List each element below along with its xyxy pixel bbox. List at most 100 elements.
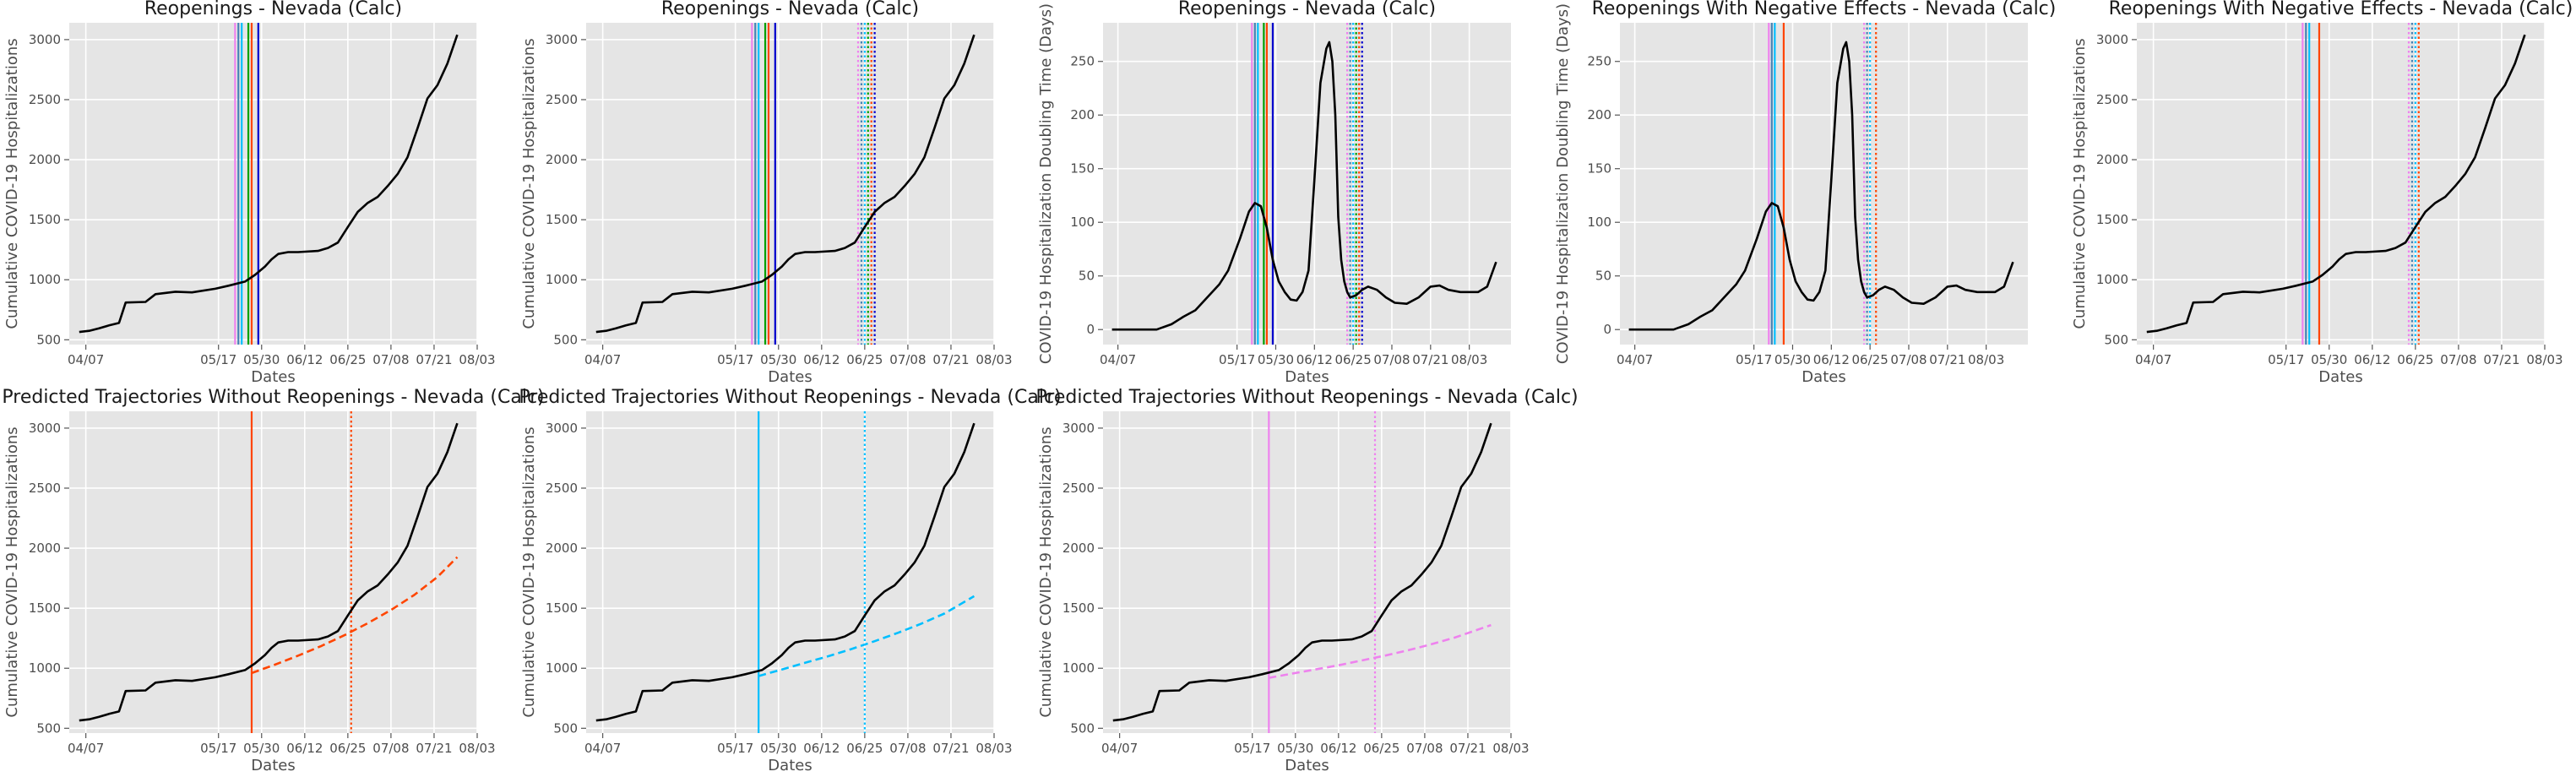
y-tick-label: 200 <box>1070 107 1095 122</box>
x-tick-label: 04/07 <box>68 352 104 367</box>
chart-title: Predicted Trajectories Without Reopening… <box>1035 387 1578 408</box>
x-tick-label: 07/08 <box>889 352 926 367</box>
x-tick-label: 07/21 <box>932 741 969 756</box>
x-axis-label: Dates <box>2318 368 2362 386</box>
y-tick-label: 1000 <box>2096 272 2128 287</box>
observed-series-line <box>1111 41 1497 331</box>
y-tick-label: 3000 <box>546 421 578 436</box>
y-tick-label: 1000 <box>29 660 61 676</box>
y-tick-label: 500 <box>553 720 578 736</box>
predicted-series-line <box>758 595 976 677</box>
chart-title: Reopenings - Nevada (Calc) <box>144 0 402 19</box>
x-tick-label: 07/21 <box>1449 741 1486 756</box>
x-tick-label: 07/21 <box>1929 352 1965 367</box>
x-tick-label: 05/17 <box>200 741 236 756</box>
y-tick-label: 2500 <box>2096 92 2128 107</box>
x-tick-label: 04/07 <box>1100 352 1136 367</box>
y-tick-label: 1500 <box>2096 212 2128 227</box>
x-axis-label: Dates <box>1802 368 1845 386</box>
y-tick-label: 0 <box>1603 322 1611 337</box>
x-tick-label: 07/08 <box>1373 352 1410 367</box>
x-tick-label: 06/12 <box>286 741 323 756</box>
x-tick-label: 05/17 <box>1736 352 1772 367</box>
y-tick-label: 1000 <box>29 272 61 287</box>
x-tick-label: 05/30 <box>760 741 796 756</box>
x-tick-label: 08/03 <box>2526 352 2562 367</box>
y-axis-label: Cumulative COVID-19 Hospitalizations <box>3 38 21 329</box>
x-tick-label: 04/07 <box>68 741 104 756</box>
x-tick-label: 06/25 <box>1363 741 1399 756</box>
y-tick-label: 1000 <box>546 660 578 676</box>
x-tick-label: 07/08 <box>372 352 409 367</box>
x-axis-label: Dates <box>251 368 295 386</box>
y-tick-label: 2000 <box>29 152 61 167</box>
predicted-series-line <box>251 556 459 675</box>
y-tick-label: 250 <box>1587 54 1611 69</box>
y-tick-label: 500 <box>1070 720 1095 736</box>
chart-title: Reopenings With Negative Effects - Nevad… <box>1592 0 2057 19</box>
observed-series-line <box>1628 41 2014 331</box>
y-tick-label: 3000 <box>29 421 61 436</box>
x-tick-label: 05/30 <box>2311 352 2347 367</box>
y-axis-label: Cumulative COVID-19 Hospitalizations <box>520 427 538 717</box>
chart-title: Reopenings With Negative Effects - Nevad… <box>2109 0 2573 19</box>
chart-title: Reopenings - Nevada (Calc) <box>661 0 919 19</box>
y-tick-label: 1500 <box>1062 600 1095 616</box>
x-tick-label: 06/12 <box>2354 352 2390 367</box>
observed-series-line <box>2146 34 2526 334</box>
x-tick-label: 06/12 <box>286 352 323 367</box>
y-tick-label: 150 <box>1070 161 1095 177</box>
chart-panel: 500 1000 1500 2000 2500 3000 04/07 05/17 05/30 06… <box>1035 387 1578 774</box>
x-tick-label: 05/17 <box>1219 352 1255 367</box>
x-axis-label: Dates <box>768 368 812 386</box>
x-tick-label: 06/25 <box>329 352 366 367</box>
x-tick-label: 08/03 <box>459 352 495 367</box>
x-tick-label: 05/17 <box>1234 741 1270 756</box>
y-tick-label: 100 <box>1587 215 1611 230</box>
x-tick-label: 06/25 <box>329 741 366 756</box>
y-axis-label: Cumulative COVID-19 Hospitalizations <box>3 427 21 717</box>
x-tick-label: 07/08 <box>889 741 926 756</box>
x-axis-label: Dates <box>1285 757 1329 774</box>
x-tick-label: 07/21 <box>932 352 969 367</box>
y-tick-label: 2000 <box>29 541 61 556</box>
x-tick-label: 06/25 <box>846 741 883 756</box>
x-tick-label: 05/30 <box>1258 352 1294 367</box>
y-axis-label: COVID-19 Hospitalization Doubling Time (… <box>1554 3 1572 364</box>
chart-title: Predicted Trajectories Without Reopening… <box>2 387 544 408</box>
y-axis-label: COVID-19 Hospitalization Doubling Time (… <box>1037 3 1055 364</box>
x-tick-label: 07/08 <box>1406 741 1443 756</box>
y-tick-label: 2000 <box>546 152 578 167</box>
y-tick-label: 1500 <box>546 212 578 227</box>
chart-panel: 500 1000 1500 2000 2500 3000 04/07 05/17 05/30 06… <box>2071 0 2573 386</box>
plot-area <box>586 411 994 733</box>
x-tick-label: 07/21 <box>2483 352 2519 367</box>
plot-area <box>2137 23 2545 345</box>
x-tick-label: 08/03 <box>459 741 495 756</box>
y-tick-label: 3000 <box>29 32 61 47</box>
y-tick-label: 250 <box>1070 54 1095 69</box>
x-tick-label: 05/30 <box>243 352 280 367</box>
x-tick-label: 05/30 <box>1774 352 1811 367</box>
x-tick-label: 05/17 <box>200 352 236 367</box>
y-tick-label: 1000 <box>546 272 578 287</box>
plot-area <box>1103 23 1511 345</box>
y-axis-label: Cumulative COVID-19 Hospitalizations <box>2071 38 2089 329</box>
plot-area <box>1103 411 1511 733</box>
y-tick-label: 1000 <box>1062 660 1095 676</box>
y-tick-label: 150 <box>1587 161 1611 177</box>
y-tick-label: 2500 <box>29 92 61 107</box>
x-tick-label: 05/30 <box>243 741 280 756</box>
y-tick-label: 200 <box>1587 107 1611 122</box>
y-tick-label: 0 <box>1086 322 1095 337</box>
x-axis-label: Dates <box>768 757 812 774</box>
x-tick-label: 08/03 <box>1492 741 1529 756</box>
plot-area <box>586 23 994 345</box>
y-tick-label: 500 <box>36 720 61 736</box>
y-tick-label: 500 <box>553 332 578 347</box>
x-tick-label: 08/03 <box>976 352 1012 367</box>
x-tick-label: 07/08 <box>2440 352 2476 367</box>
chart-panel: 500 1000 1500 2000 2500 3000 04/07 05/17 05/30 06… <box>519 387 1061 774</box>
x-tick-label: 07/21 <box>1412 352 1448 367</box>
